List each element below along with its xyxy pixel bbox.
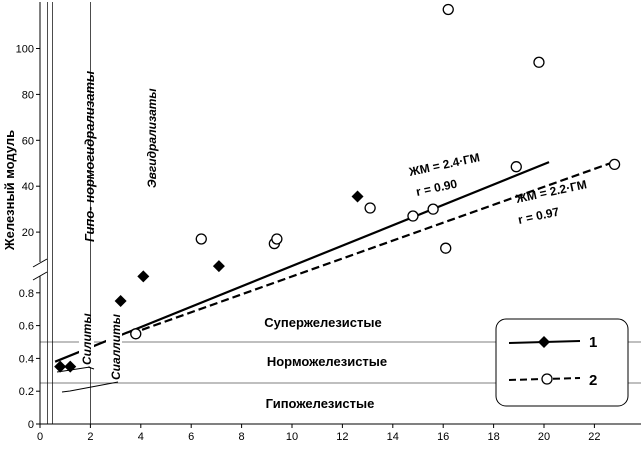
x-tick-label: 16: [437, 431, 449, 443]
zone-label-gipo: Гипожелезистые: [266, 396, 375, 411]
sility-underline: [87, 366, 95, 370]
tick-marks: 0 2 4 6 8 10 12 14 16 18 20 222040608010000.20.40.6…: [16, 44, 601, 444]
legend-marker-1: [538, 336, 550, 348]
data-point-series-2: [130, 328, 142, 340]
x-tick-label: 0: [37, 431, 43, 443]
axes: [32, 2, 641, 425]
fit-line-series-1: [54, 161, 550, 363]
x-tick-label: 12: [336, 431, 348, 443]
x-tick-label: 22: [588, 431, 600, 443]
x-tick-label: 8: [239, 431, 245, 443]
region-label-evgidr: Эвгидрализаты: [145, 88, 159, 188]
fit-r-series-1: r = 0.90: [415, 177, 459, 199]
data-point-series-1: [114, 295, 127, 307]
y-upper-tick-label: 60: [22, 135, 34, 147]
axis-break-mark-bottom: [32, 271, 48, 281]
x-tick-label: 6: [188, 431, 194, 443]
legend-box: [495, 318, 629, 407]
x-tick-label: 2: [87, 431, 93, 443]
region-label-sility: Силиты: [80, 313, 94, 365]
data-point-series-2: [271, 233, 283, 245]
data-point-series-2: [510, 161, 522, 173]
fit-r-series-2: r = 0.97: [517, 205, 561, 227]
data-point-series-2: [427, 203, 439, 215]
siallity-label-box: [106, 310, 122, 382]
y-upper-tick-label: 80: [22, 89, 34, 101]
region-label-gipo-normo: Гипо- нормогидрализаты: [82, 71, 97, 242]
data-points: [54, 3, 621, 373]
data-point-series-2: [407, 210, 419, 222]
y-upper-tick-label: 40: [22, 181, 34, 193]
y-lower-tick-label: 0: [28, 419, 34, 431]
y-lower-tick-label: 0.6: [19, 321, 34, 333]
x-tick-label: 18: [487, 431, 499, 443]
region-label-siallity: Сиаллиты: [109, 313, 123, 380]
legend-marker-2: [541, 373, 553, 385]
data-point-series-1: [137, 270, 150, 283]
zone-label-normo: Норможелезистые: [267, 354, 387, 369]
fit-label-series-1: ЖМ = 2.4·ГМ: [407, 150, 481, 179]
data-point-series-2: [608, 158, 621, 171]
y-upper-tick-label: 100: [16, 44, 34, 56]
fit-line-series-2: [130, 160, 615, 335]
x-tick-label: 10: [286, 431, 298, 443]
y-lower-tick-label: 0.8: [19, 288, 34, 300]
y-axis-label: Железный модуль: [2, 130, 17, 251]
axis-break-mark-top: [32, 258, 48, 268]
y-upper-tick-label: 20: [22, 227, 34, 239]
x-tick-label: 14: [387, 431, 399, 443]
sility-label-box: [79, 323, 94, 367]
data-point-series-1: [212, 260, 225, 273]
legend-label-1: 1: [589, 334, 597, 351]
data-point-series-1: [54, 360, 67, 373]
data-point-series-2: [442, 3, 454, 16]
x-tick-label: 20: [538, 431, 550, 443]
sility-leader-line: [56, 366, 91, 373]
legend: 1 2: [495, 318, 629, 407]
data-point-series-1: [351, 190, 364, 203]
fit-label-series-2: ЖМ = 2.2·ГМ: [514, 177, 588, 206]
data-point-series-2: [533, 56, 545, 68]
x-tick-label: 4: [138, 431, 144, 443]
zone-label-super: Супержелезистые: [264, 315, 381, 330]
y-lower-tick-label: 0.2: [19, 386, 34, 398]
siallity-leader-line: [61, 381, 119, 393]
data-point-series-2: [440, 242, 452, 254]
y-lower-tick-label: 0.4: [19, 353, 34, 365]
data-point-series-2: [195, 233, 207, 245]
legend-label-2: 2: [589, 372, 597, 389]
data-point-series-2: [364, 202, 376, 214]
